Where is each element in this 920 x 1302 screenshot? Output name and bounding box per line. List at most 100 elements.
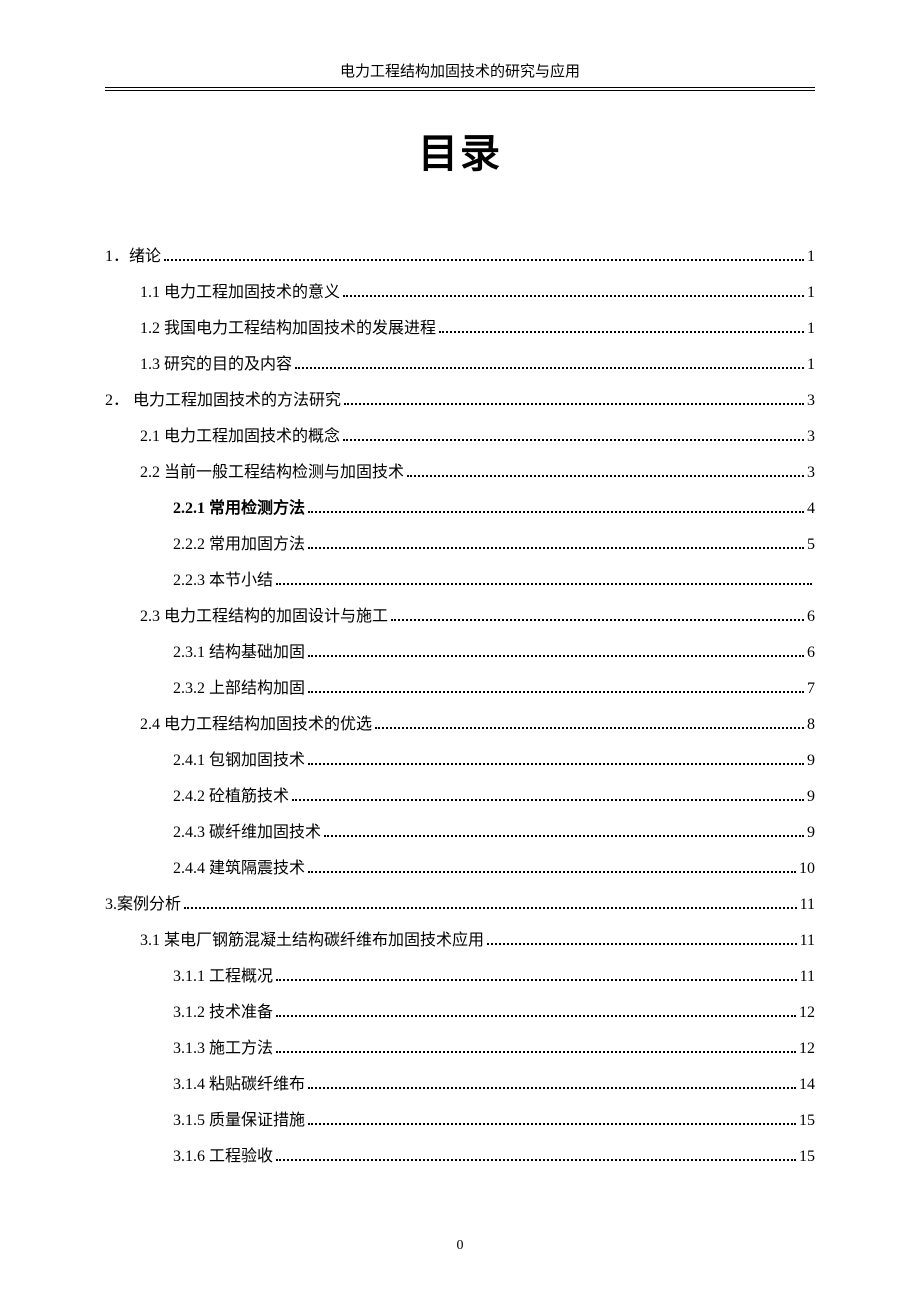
toc-leader-dots	[276, 979, 797, 981]
page-container: 电力工程结构加固技术的研究与应用 目录 1．绪论 1 1.1 电力工程加固技术的意义…	[0, 0, 920, 1225]
toc-page-number: 14	[799, 1077, 815, 1093]
toc-leader-dots	[308, 691, 804, 693]
toc-page-number: 5	[807, 537, 815, 553]
toc-label: 1.3 研究的目的及内容	[140, 357, 292, 373]
toc-title: 目录	[105, 121, 815, 179]
toc-page-number: 7	[807, 681, 815, 697]
toc-page-number: 11	[800, 969, 815, 985]
toc-page-number: 1	[807, 249, 815, 265]
toc-leader-dots	[308, 871, 796, 873]
toc-entry[interactable]: 2.3 电力工程结构的加固设计与施工 6	[105, 609, 815, 625]
toc-leader-dots	[308, 547, 804, 549]
toc-label: 2.4.3 碳纤维加固技术	[173, 825, 321, 841]
toc-entry[interactable]: 3.1.2 技术准备 12	[105, 1005, 815, 1021]
toc-page-number: 9	[807, 825, 815, 841]
toc-entry[interactable]: 2.2.3 本节小结	[105, 573, 815, 589]
toc-page-number: 11	[800, 933, 815, 949]
toc-page-number: 6	[807, 609, 815, 625]
toc-entry[interactable]: 3.1.1 工程概况 11	[105, 969, 815, 985]
toc-label: 2.3.1 结构基础加固	[173, 645, 305, 661]
toc-label: 1.1 电力工程加固技术的意义	[140, 285, 340, 301]
toc-leader-dots	[184, 907, 797, 909]
toc-page-number: 12	[799, 1005, 815, 1021]
toc-leader-dots	[276, 1015, 796, 1017]
toc-label: 3.1.5 质量保证措施	[173, 1113, 305, 1129]
toc-entry[interactable]: 2.4.3 碳纤维加固技术 9	[105, 825, 815, 841]
toc-page-number: 3	[807, 429, 815, 445]
toc-label: 3.1.6 工程验收	[173, 1149, 273, 1165]
toc-entry[interactable]: 2.4.4 建筑隔震技术 10	[105, 861, 815, 877]
toc-entry[interactable]: 1.1 电力工程加固技术的意义 1	[105, 285, 815, 301]
page-number: 0	[0, 1238, 920, 1254]
toc-entry[interactable]: 3.1.6 工程验收 15	[105, 1149, 815, 1165]
toc-leader-dots	[375, 727, 804, 729]
toc-label: 2.4.4 建筑隔震技术	[173, 861, 305, 877]
toc-leader-dots	[308, 1087, 796, 1089]
toc-entry[interactable]: 2.1 电力工程加固技术的概念3	[105, 429, 815, 445]
toc-entry[interactable]: 2.3.2 上部结构加固 7	[105, 681, 815, 697]
toc-entry[interactable]: 3.1.3 施工方法 12	[105, 1041, 815, 1057]
toc-leader-dots	[308, 655, 804, 657]
toc-entry[interactable]: 1.3 研究的目的及内容 1	[105, 357, 815, 373]
toc-page-number: 15	[799, 1113, 815, 1129]
toc-leader-dots	[407, 475, 804, 477]
page-header: 电力工程结构加固技术的研究与应用	[105, 60, 815, 88]
toc-leader-dots	[343, 295, 804, 297]
toc-entry[interactable]: 2.2.2 常用加固方法 5	[105, 537, 815, 553]
toc-leader-dots	[308, 511, 804, 513]
toc-entry[interactable]: 2.4.1 包钢加固技术9	[105, 753, 815, 769]
toc-page-number: 12	[799, 1041, 815, 1057]
toc-entry[interactable]: 3.1 某电厂钢筋混凝土结构碳纤维布加固技术应用 11	[105, 933, 815, 949]
toc-entry[interactable]: 3.1.4 粘贴碳纤维布 14	[105, 1077, 815, 1093]
toc-page-number: 1	[807, 357, 815, 373]
toc-entry[interactable]: 3.案例分析 11	[105, 897, 815, 913]
toc-label: 2． 电力工程加固技术的方法研究	[105, 393, 341, 409]
toc-page-number: 1	[807, 321, 815, 337]
toc-page-number: 10	[799, 861, 815, 877]
toc-label: 3.1.1 工程概况	[173, 969, 273, 985]
toc-entry[interactable]: 2.4.2 砼植筋技术9	[105, 789, 815, 805]
toc-label: 2.2.2 常用加固方法	[173, 537, 305, 553]
toc-entry[interactable]: 1.2 我国电力工程结构加固技术的发展进程 1	[105, 321, 815, 337]
toc-leader-dots	[164, 259, 804, 261]
toc-label: 2.3.2 上部结构加固	[173, 681, 305, 697]
toc-entry[interactable]: 2.2.1 常用检测方法 4	[105, 501, 815, 517]
toc-entry[interactable]: 2． 电力工程加固技术的方法研究 3	[105, 393, 815, 409]
toc-label: 2.4 电力工程结构加固技术的优选	[140, 717, 372, 733]
toc-entry[interactable]: 2.3.1 结构基础加固 6	[105, 645, 815, 661]
toc-label: 1．绪论	[105, 249, 161, 265]
toc-leader-dots	[344, 403, 804, 405]
toc-page-number: 11	[800, 897, 815, 913]
toc-label: 2.2.1 常用检测方法	[173, 501, 305, 517]
toc-page-number: 3	[807, 465, 815, 481]
toc-label: 2.2 当前一般工程结构检测与加固技术	[140, 465, 404, 481]
toc-label: 2.4.1 包钢加固技术	[173, 753, 305, 769]
toc-label: 2.3 电力工程结构的加固设计与施工	[140, 609, 388, 625]
toc-label: 3.案例分析	[105, 897, 181, 913]
toc-entry[interactable]: 1．绪论 1	[105, 249, 815, 265]
toc-leader-dots	[276, 1051, 796, 1053]
toc-leader-dots	[276, 583, 812, 585]
toc-label: 2.4.2 砼植筋技术	[173, 789, 289, 805]
toc-page-number: 4	[807, 501, 815, 517]
toc-leader-dots	[391, 619, 804, 621]
toc-entry[interactable]: 2.2 当前一般工程结构检测与加固技术 3	[105, 465, 815, 481]
toc-label: 3.1 某电厂钢筋混凝土结构碳纤维布加固技术应用	[140, 933, 484, 949]
toc-page-number: 3	[807, 393, 815, 409]
toc-leader-dots	[295, 367, 804, 369]
toc-leader-dots	[487, 943, 797, 945]
toc-label: 1.2 我国电力工程结构加固技术的发展进程	[140, 321, 436, 337]
toc-label: 3.1.4 粘贴碳纤维布	[173, 1077, 305, 1093]
toc-label: 2.2.3 本节小结	[173, 573, 273, 589]
toc-leader-dots	[276, 1159, 796, 1161]
toc-entry[interactable]: 3.1.5 质量保证措施 15	[105, 1113, 815, 1129]
toc-list: 1．绪论11.1 电力工程加固技术的意义 11.2 我国电力工程结构加固技术的发…	[105, 249, 815, 1165]
toc-page-number: 6	[807, 645, 815, 661]
toc-page-number: 8	[807, 717, 815, 733]
toc-entry[interactable]: 2.4 电力工程结构加固技术的优选 8	[105, 717, 815, 733]
toc-label: 3.1.2 技术准备	[173, 1005, 273, 1021]
header-rule	[105, 90, 815, 91]
toc-label: 3.1.3 施工方法	[173, 1041, 273, 1057]
toc-leader-dots	[308, 763, 804, 765]
toc-page-number: 15	[799, 1149, 815, 1165]
